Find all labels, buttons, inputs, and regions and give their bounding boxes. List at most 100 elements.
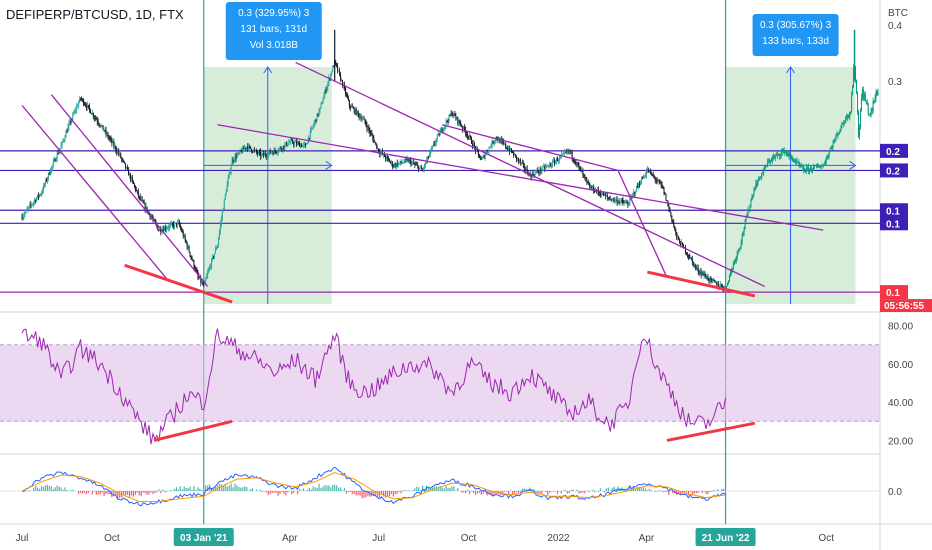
candle-body <box>534 172 536 176</box>
candle-body <box>44 179 46 185</box>
candle-body <box>286 142 288 146</box>
candle-body <box>836 134 838 136</box>
candle-body <box>620 199 622 202</box>
candle-body <box>98 123 100 126</box>
candle-body <box>419 167 421 171</box>
candle-body <box>791 156 793 159</box>
candle-body <box>734 260 736 262</box>
candle-body <box>788 153 790 157</box>
candle-body <box>58 151 60 154</box>
candle-body <box>195 269 197 271</box>
candle-body <box>677 236 679 238</box>
candle-body <box>421 167 423 170</box>
macd-histogram-bar <box>465 491 467 494</box>
candle-body <box>733 260 735 264</box>
candle-body <box>545 166 547 169</box>
candle-body <box>604 194 606 196</box>
candle-body <box>642 178 644 180</box>
candle-body <box>479 157 481 159</box>
candle-body <box>606 195 608 198</box>
candle-body <box>717 284 719 286</box>
candle-body <box>335 60 337 64</box>
candle-body <box>207 272 209 276</box>
candle-body <box>510 148 512 152</box>
candle-body <box>276 152 278 154</box>
candle-body <box>232 159 234 162</box>
candle-body <box>803 167 805 171</box>
macd-histogram-bar <box>414 488 416 491</box>
macd-histogram-bar <box>619 488 621 491</box>
macd-histogram-bar <box>33 487 35 491</box>
candle-body <box>428 154 430 158</box>
macd-histogram-bar <box>638 486 641 491</box>
candle-body <box>848 115 850 119</box>
candle-body <box>412 162 414 163</box>
candle-body <box>732 263 734 269</box>
candle-body <box>863 94 865 100</box>
macd-histogram-bar <box>162 489 164 491</box>
trendlines <box>21 61 824 304</box>
candle-body <box>128 169 130 176</box>
candle-body <box>211 259 213 267</box>
tooltip-line: 133 bars, 133d <box>762 36 829 47</box>
candle-body <box>448 115 450 122</box>
macd-histogram-bar <box>109 491 111 495</box>
candle-body <box>470 138 472 144</box>
candle-body <box>687 254 689 257</box>
candle-body <box>517 158 519 161</box>
candle-body <box>553 160 555 162</box>
candle-body <box>120 153 122 158</box>
candle-body <box>590 186 592 188</box>
candle-body <box>785 151 787 153</box>
macd-histogram-bar <box>173 488 176 491</box>
macd-histogram-bar <box>386 491 389 497</box>
candle-body <box>629 198 631 205</box>
candle-body <box>673 222 675 227</box>
candle-body <box>705 276 707 279</box>
macd-histogram-bar <box>250 488 252 491</box>
candle-body <box>386 156 388 158</box>
candle-body <box>106 133 108 135</box>
candle-body <box>633 192 635 194</box>
macd-histogram-bar <box>273 491 275 493</box>
candle-body <box>536 170 538 173</box>
candle-body <box>784 151 786 154</box>
macd-histogram-bar <box>576 489 578 491</box>
candle-body <box>47 173 49 179</box>
candle-body <box>706 276 708 279</box>
candle-body <box>272 152 274 155</box>
candle-body <box>385 156 387 159</box>
macd-histogram-bar <box>367 491 369 497</box>
candle-body <box>775 154 777 156</box>
candle-body <box>132 180 134 184</box>
candle-body <box>89 109 91 114</box>
candle-body <box>537 170 539 172</box>
macd-histogram-bar <box>701 491 703 493</box>
candle-body <box>563 152 565 153</box>
candle-body <box>672 220 674 223</box>
macd-histogram-bar <box>136 491 138 493</box>
macd-histogram-bar <box>291 491 293 495</box>
candle-body <box>417 165 419 167</box>
candle-body <box>588 183 590 185</box>
candle-body <box>308 137 310 139</box>
candle-body <box>499 138 501 143</box>
macd-histogram-bar <box>635 488 637 491</box>
candle-body <box>822 165 824 167</box>
candle-body <box>158 230 160 232</box>
macd-histogram-bar <box>269 491 271 495</box>
candle-body <box>480 158 482 160</box>
price-level-tag <box>880 203 908 218</box>
candle-body <box>224 194 226 200</box>
candle-body <box>198 276 200 279</box>
candle-body <box>769 161 771 162</box>
candle-body <box>427 156 429 161</box>
macd-histogram-bar <box>353 491 355 494</box>
candle-body <box>502 140 504 142</box>
candle-body <box>154 219 156 222</box>
candle-body <box>632 193 634 196</box>
candle-body <box>571 151 573 158</box>
candle-body <box>507 148 509 150</box>
candle-body <box>435 138 437 143</box>
